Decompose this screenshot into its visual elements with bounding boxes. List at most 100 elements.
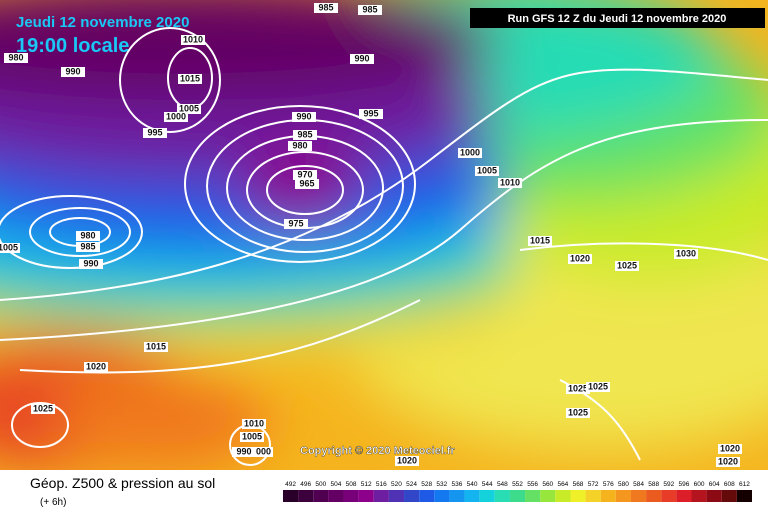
isobar-label: 1020 (86, 361, 106, 371)
scale-swatch (509, 490, 526, 502)
scale-label: 496 (300, 481, 311, 488)
isobar-label-bg (314, 3, 338, 13)
color-scale: 492 496 500 504 508 512 516 520 524 528 532 536 540 5… (283, 481, 752, 502)
isobar-label-bg (177, 104, 201, 114)
isobar-label-bg (716, 457, 740, 467)
isobar-label: 985 (80, 241, 95, 251)
isobar-label: 965 (299, 178, 314, 188)
scale-label: 552 (512, 481, 523, 488)
scale-label: 600 (694, 481, 705, 488)
scale-swatch (479, 490, 495, 502)
isobar-label: 990 (296, 111, 311, 121)
isobar-label: 1005 (179, 103, 199, 113)
isobar-label: 1005 (477, 165, 497, 175)
isobar-label: 990 (354, 53, 369, 63)
isobar-label-bg (144, 342, 168, 352)
isobar-label-bg (242, 419, 266, 429)
scale-swatch (615, 490, 631, 502)
isobar-label: 990 (236, 446, 251, 456)
isobar-label: 1025 (568, 383, 588, 393)
scale-label: 548 (497, 481, 508, 488)
isobar-label-bg (358, 5, 382, 15)
scale-swatch (373, 490, 389, 502)
isobar-label: 1020 (720, 443, 740, 453)
scale-label: 520 (391, 481, 402, 488)
isobar-label: 1025 (617, 260, 637, 270)
scale-swatch (525, 490, 541, 502)
scale-swatch (313, 490, 329, 502)
scale-swatch (630, 490, 647, 502)
isobar-label-bg (232, 447, 256, 457)
scale-swatch (706, 490, 722, 502)
scale-swatch (540, 490, 556, 502)
scale-label: 540 (467, 481, 478, 488)
scale-label: 580 (618, 481, 629, 488)
scale-swatch (646, 490, 662, 502)
scale-label: 572 (588, 481, 599, 488)
scale-swatch (358, 490, 374, 502)
copyright: Copyright © 2020 Meteociel.fr (300, 445, 456, 457)
isobar-label-bg (359, 109, 383, 119)
scale-label: 516 (376, 481, 387, 488)
scale-swatch (661, 490, 677, 502)
scale-swatch (585, 490, 601, 502)
isobar-label: 975 (288, 218, 303, 228)
isobar-label: 1005 (242, 431, 262, 441)
scale-label: 588 (648, 481, 659, 488)
isobar-label-bg (76, 242, 100, 252)
isobar-label: 1005 (0, 242, 18, 252)
isobar-label-bg (76, 231, 100, 241)
scale-swatch (343, 490, 359, 502)
date: Jeudi 12 novembre 2020 (16, 14, 189, 31)
isobar-label: 1025 (568, 407, 588, 417)
scale-label: 608 (724, 481, 735, 488)
scale-label: 584 (633, 481, 644, 488)
scale-label: 560 (542, 481, 553, 488)
scale-label: 604 (709, 481, 720, 488)
isobar-label: 985 (297, 129, 312, 139)
isobar-label-bg (79, 259, 103, 269)
isobar-label-bg (350, 54, 374, 64)
isobar-label-bg (568, 254, 592, 264)
isobar-label: 1025 (33, 403, 53, 413)
isobar-label-bg (395, 456, 419, 466)
scale-swatch (676, 490, 692, 502)
isobar-label-bg (615, 261, 639, 271)
isobar-label: 995 (147, 127, 162, 137)
scale-swatch (298, 490, 314, 502)
isobar-label: 1030 (676, 248, 696, 258)
scale-swatch (404, 490, 420, 502)
scale-swatch (434, 490, 450, 502)
run-box (470, 8, 765, 28)
isobar-label: 1020 (570, 253, 590, 263)
isobar-label: 1015 (530, 235, 550, 245)
scale-label: 612 (739, 481, 750, 488)
scale-swatch (283, 490, 299, 502)
scale-label: 576 (603, 481, 614, 488)
isobar-label: 990 (65, 66, 80, 76)
isobar-label: 1020 (397, 455, 417, 465)
isobar-label: 980 (8, 52, 23, 62)
scale-swatch (721, 490, 737, 502)
isobar-label-bg (31, 404, 55, 414)
isobar-label-bg (178, 74, 202, 84)
scale-label: 500 (315, 481, 326, 488)
isobar-label-bg (240, 432, 264, 442)
scale-label: 504 (331, 481, 342, 488)
isobar-label-bg (566, 408, 590, 418)
isobar-label: 1020 (718, 456, 738, 466)
scale-swatch (570, 490, 586, 502)
isobar-label: 980 (292, 140, 307, 150)
scale-swatch (691, 490, 707, 502)
isobar-label: 1000 (251, 446, 271, 456)
isobar-label: 980 (80, 230, 95, 240)
scale-swatch (449, 490, 465, 502)
isobar-label-bg (566, 384, 590, 394)
scale-label: 532 (436, 481, 447, 488)
isobar-label: 1000 (166, 111, 186, 121)
isobar-label-bg (718, 444, 742, 454)
isobar-label-bg (143, 128, 167, 138)
isobar-label-bg (498, 178, 522, 188)
scale-label: 592 (663, 481, 674, 488)
